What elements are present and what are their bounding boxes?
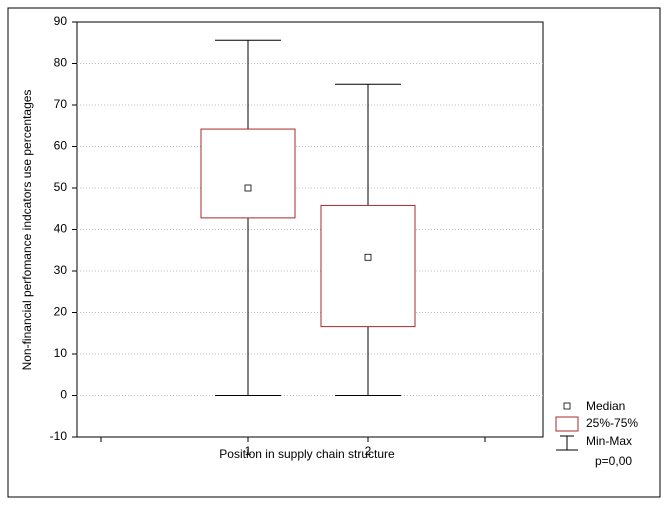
legend-box-icon xyxy=(555,416,579,432)
legend-label: Median xyxy=(586,399,625,413)
box xyxy=(320,204,416,328)
box xyxy=(200,128,296,219)
y-axis-label: Non-financial perfomance indcators use p… xyxy=(20,90,34,371)
y-tick-label: 60 xyxy=(54,139,68,153)
y-tick-label: 70 xyxy=(54,97,68,111)
frame xyxy=(7,7,661,498)
x-tick-label: 2 xyxy=(365,444,372,458)
y-tick-label: 40 xyxy=(54,222,68,236)
median-marker xyxy=(364,253,372,261)
y-tick-label: 20 xyxy=(54,305,68,319)
legend-label: Min-Max xyxy=(586,434,632,448)
y-tick-label: 0 xyxy=(60,388,67,402)
y-tick-label: 30 xyxy=(54,263,68,277)
y-tick-label: 80 xyxy=(54,56,68,70)
annotation: p=0,00 xyxy=(595,454,632,468)
y-tick-label: 50 xyxy=(54,180,68,194)
y-tick-label: -10 xyxy=(50,429,68,443)
x-tick-label: 1 xyxy=(245,444,252,458)
legend-label: 25%-75% xyxy=(586,416,638,430)
legend-median-icon xyxy=(563,402,571,410)
median-marker xyxy=(244,184,252,192)
y-tick-label: 10 xyxy=(54,346,68,360)
x-axis-label: Position in supply chain structure xyxy=(219,447,395,461)
y-tick-label: 90 xyxy=(54,14,68,28)
